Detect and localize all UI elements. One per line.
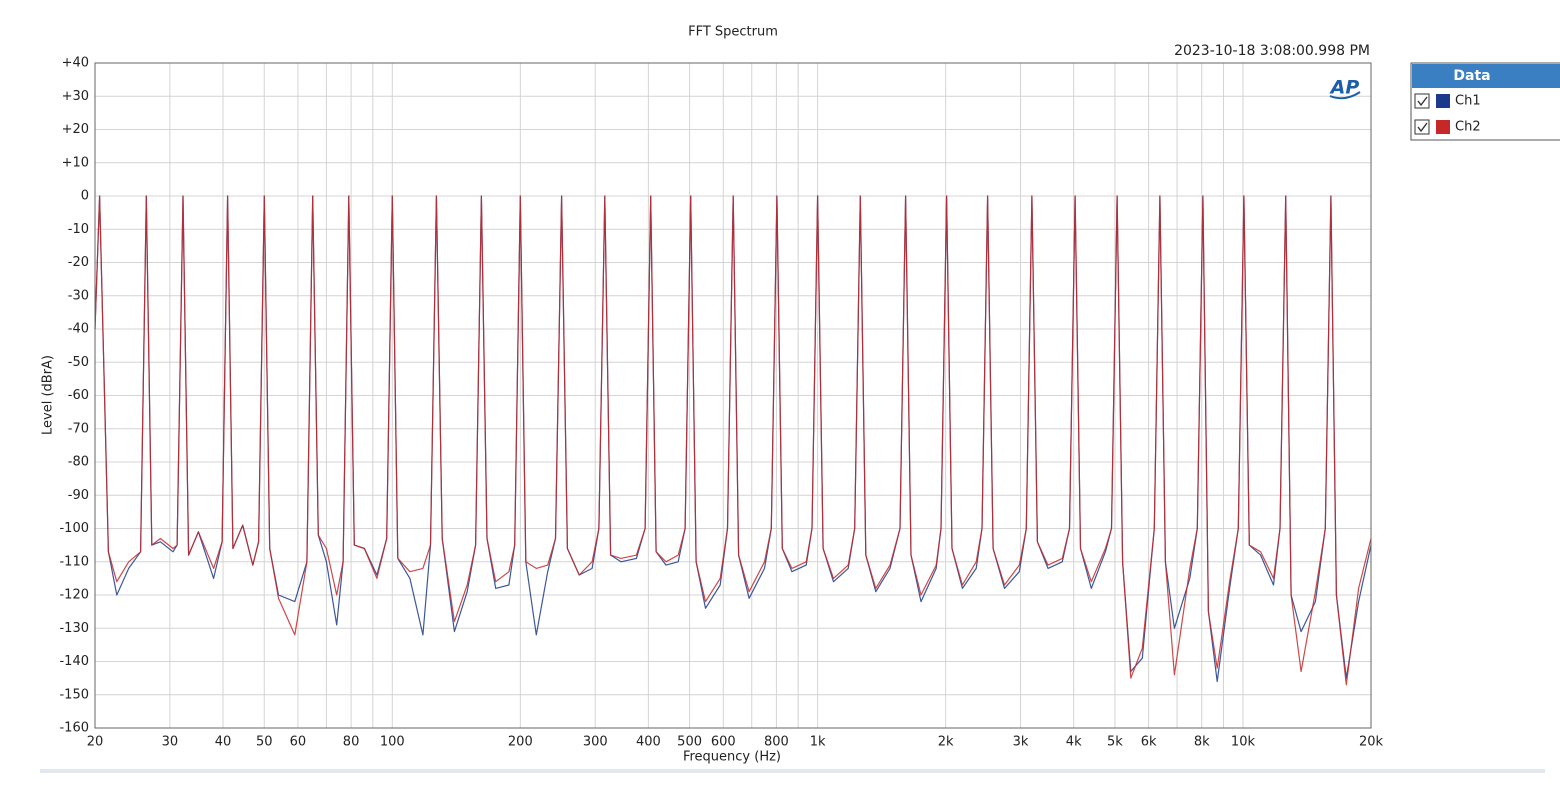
x-axis-label: Frequency (Hz) xyxy=(683,750,781,765)
x-tick-label: 2k xyxy=(938,735,954,750)
x-tick-label: 30 xyxy=(162,735,179,750)
y-tick-label: -130 xyxy=(59,621,89,636)
series-line xyxy=(94,195,1372,683)
grid xyxy=(94,62,1372,729)
x-tick-label: 500 xyxy=(677,735,702,750)
status-strip xyxy=(40,769,1545,773)
legend-title: Data xyxy=(1453,68,1490,84)
logo-swoosh xyxy=(1329,91,1361,100)
x-tick-label: 800 xyxy=(764,735,789,750)
x-tick-label: 80 xyxy=(343,735,360,750)
legend-label: Ch2 xyxy=(1455,120,1481,135)
x-tick-label: 4k xyxy=(1066,735,1082,750)
y-tick-label: -150 xyxy=(59,687,89,702)
y-tick-label: -50 xyxy=(68,355,89,370)
x-tick-label: 200 xyxy=(508,735,533,750)
y-tick-label: +10 xyxy=(62,155,89,170)
y-tick-label: -120 xyxy=(59,588,89,603)
checkmark xyxy=(1417,122,1428,133)
legend-label: Ch1 xyxy=(1455,94,1481,109)
plot-lines xyxy=(94,195,1372,686)
y-tick-label: -30 xyxy=(68,288,89,303)
x-tick-label: 400 xyxy=(636,735,661,750)
x-tick-label: 20 xyxy=(87,735,104,750)
y-tick-label: -20 xyxy=(68,255,89,270)
y-tick-label: -140 xyxy=(59,654,89,669)
legend: Data Ch1 Ch2 xyxy=(1410,62,1560,141)
legend-swatch xyxy=(1436,94,1450,108)
x-tick-label: 3k xyxy=(1013,735,1029,750)
x-tick-label: 100 xyxy=(380,735,405,750)
y-tick-label: +40 xyxy=(62,56,89,71)
legend-checkbox[interactable] xyxy=(1414,119,1430,135)
y-tick-label: 0 xyxy=(81,189,89,204)
series-line xyxy=(94,195,1372,686)
y-axis-label: Level (dBrA) xyxy=(41,355,56,435)
y-tick-label: -90 xyxy=(68,488,89,503)
x-tick-label: 60 xyxy=(290,735,307,750)
x-tick-label: 1k xyxy=(810,735,826,750)
x-tick-label: 50 xyxy=(256,735,273,750)
y-tick-label: -60 xyxy=(68,388,89,403)
logo: AP xyxy=(1329,77,1360,99)
x-tick-label: 10k xyxy=(1231,735,1256,750)
x-tick-label: 5k xyxy=(1107,735,1123,750)
legend-swatch xyxy=(1436,120,1450,134)
timestamp: 2023-10-18 3:08:00.998 PM xyxy=(1174,43,1370,59)
y-tick-label: -40 xyxy=(68,322,89,337)
x-tick-label: 8k xyxy=(1194,735,1210,750)
y-tick-label: -80 xyxy=(68,455,89,470)
y-tick-label: -100 xyxy=(59,521,89,536)
x-tick-label: 40 xyxy=(215,735,232,750)
y-tick-label: -10 xyxy=(68,222,89,237)
y-tick-label: -110 xyxy=(59,554,89,569)
y-tick-label: +20 xyxy=(62,122,89,137)
y-tick-label: -160 xyxy=(59,721,89,736)
plot-frame xyxy=(94,62,1372,729)
legend-checkbox[interactable] xyxy=(1414,93,1430,109)
x-tick-label: 300 xyxy=(583,735,608,750)
x-tick-label: 600 xyxy=(711,735,736,750)
legend-header xyxy=(1412,64,1560,88)
chart-title: FFT Spectrum xyxy=(688,25,778,40)
y-tick-label: -70 xyxy=(68,421,89,436)
checkmark xyxy=(1417,96,1428,107)
x-tick-label: 20k xyxy=(1359,735,1384,750)
x-tick-label: 6k xyxy=(1141,735,1157,750)
y-tick-label: +30 xyxy=(62,89,89,104)
